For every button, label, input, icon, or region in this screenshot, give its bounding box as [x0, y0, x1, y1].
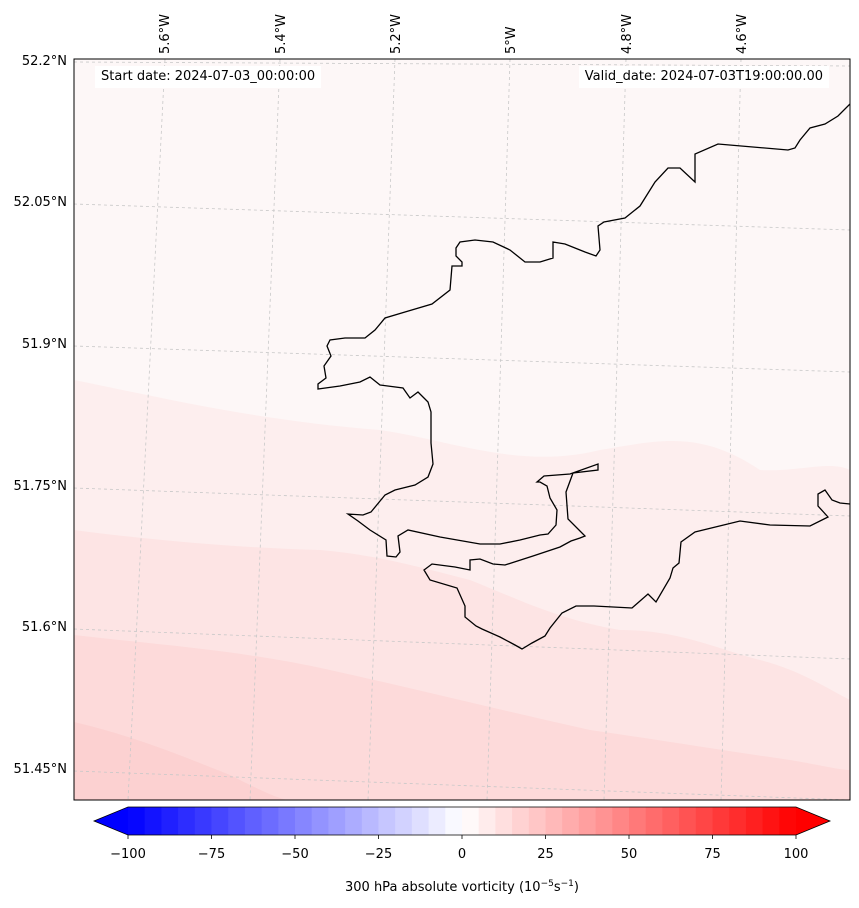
colorbar-segment: [228, 807, 246, 835]
colorbar-segment: [128, 807, 146, 835]
valid-date-label: Valid_date: 2024-07-03T19:00:00.00: [578, 66, 829, 88]
map-panel: [74, 59, 850, 800]
colorbar-segment: [328, 807, 346, 835]
colorbar: −100 −75 −50 −25 0 25 50 75 100 300 hPa absolute…: [92, 806, 832, 895]
colorbar-segment: [395, 807, 413, 835]
lat-label-51-75n: 51.75°N: [14, 479, 67, 494]
colorbar-label: 300 hPa absolute vorticity (10−5s−1): [345, 879, 579, 895]
colorbar-tick-label: 0: [458, 847, 466, 862]
colorbar-segment: [361, 807, 380, 835]
colorbar-segments: [128, 807, 797, 835]
colorbar-segment: [612, 807, 630, 835]
colorbar-tick-label: 75: [704, 847, 721, 862]
lon-label-5w: 5°W: [504, 26, 519, 54]
lon-label-5-4w: 5.4°W: [274, 14, 289, 54]
colorbar-tick-label: −50: [281, 847, 308, 862]
colorbar-segment: [662, 807, 680, 835]
colorbar-tick-label: 50: [621, 847, 638, 862]
colorbar-segment: [695, 807, 714, 835]
lon-label-4-8w: 4.8°W: [620, 14, 635, 54]
colorbar-segment: [578, 807, 597, 835]
colorbar-extend-min-arrow: [94, 807, 128, 835]
latitude-labels: 52.2°N 52.05°N 51.9°N 51.75°N 51.6°N 51.…: [14, 54, 67, 777]
colorbar-tick-label: −75: [198, 847, 225, 862]
colorbar-segment: [194, 807, 213, 835]
colorbar-segment: [144, 807, 162, 835]
lon-label-5-2w: 5.2°W: [389, 14, 404, 54]
colorbar-segment: [595, 807, 613, 835]
coastline: [317, 103, 850, 650]
colorbar-segment: [345, 807, 363, 835]
colorbar-segment: [411, 807, 430, 835]
lat-label-52-05n: 52.05°N: [14, 195, 67, 210]
vorticity-contour-band-3: [74, 635, 850, 800]
colorbar-segment: [762, 807, 780, 835]
colorbar-segment: [528, 807, 547, 835]
lon-label-4-6w: 4.6°W: [735, 14, 750, 54]
lat-label-51-6n: 51.6°N: [22, 620, 67, 635]
lat-label-51-9n: 51.9°N: [22, 337, 67, 352]
colorbar-segment: [161, 807, 179, 835]
colorbar-segment: [244, 807, 263, 835]
colorbar-segment: [779, 807, 797, 835]
colorbar-segment: [562, 807, 580, 835]
colorbar-segment: [545, 807, 563, 835]
colorbar-segment: [478, 807, 496, 835]
colorbar-tick-label: 25: [537, 847, 554, 862]
colorbar-segment: [495, 807, 513, 835]
colorbar-tick-label: −100: [110, 847, 146, 862]
colorbar-segment: [512, 807, 530, 835]
start-date-label: Start date: 2024-07-03_00:00:00: [95, 66, 322, 88]
lat-label-51-45n: 51.45°N: [14, 762, 67, 777]
colorbar-segment: [745, 807, 764, 835]
colorbar-segment: [712, 807, 730, 835]
longitude-labels: 5.6°W 5.4°W 5.2°W 5°W 4.8°W 4.6°W: [158, 14, 750, 54]
colorbar-segment: [729, 807, 747, 835]
colorbar-tick-label: 100: [784, 847, 809, 862]
lon-label-5-6w: 5.6°W: [158, 14, 173, 54]
colorbar-segment: [445, 807, 463, 835]
vorticity-contour-band-4: [74, 722, 290, 800]
colorbar-segment: [629, 807, 647, 835]
colorbar-segment: [378, 807, 396, 835]
colorbar-tick-label: −25: [365, 847, 392, 862]
colorbar-segment: [679, 807, 697, 835]
colorbar-ticks: −100 −75 −50 −25 0 25 50 75 100: [110, 835, 808, 862]
colorbar-segment: [261, 807, 279, 835]
colorbar-extend-max-arrow: [796, 807, 830, 835]
colorbar-segment: [295, 807, 313, 835]
colorbar-segment: [311, 807, 329, 835]
colorbar-segment: [211, 807, 229, 835]
lat-label-52-2n: 52.2°N: [22, 54, 67, 69]
colorbar-segment: [428, 807, 446, 835]
colorbar-segment: [462, 807, 480, 835]
gridlines: [74, 59, 850, 800]
colorbar-segment: [178, 807, 196, 835]
map-frame: [73, 58, 851, 801]
colorbar-segment: [278, 807, 296, 835]
colorbar-segment: [645, 807, 663, 835]
